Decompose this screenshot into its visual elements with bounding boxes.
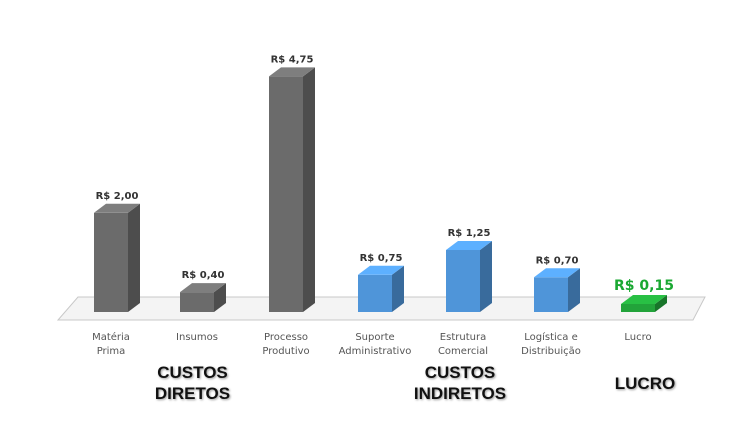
bar-front [94,212,128,312]
category-label-0: Matéria Prima [92,331,130,357]
bar-top [534,268,580,278]
bar-front [180,292,214,312]
category-label-6: Lucro [624,332,651,343]
group-label-custos-indiretos: CUSTOS INDIRETOS [395,362,525,404]
data-label-3: R$ 0,75 [360,253,403,264]
category-label-2: Processo Produtivo [262,332,309,357]
category-label-5: Logística e Distribuição [521,331,581,357]
group-label-lucro: LUCRO [600,373,690,394]
bar-0 [94,203,140,312]
group-label-line: CUSTOS [157,363,228,382]
bar-3 [358,265,404,312]
data-label-5: R$ 0,70 [536,255,579,266]
data-label-4: R$ 1,25 [448,228,491,239]
bar-front [534,277,568,312]
data-label-2: R$ 4,75 [271,54,314,65]
category-label-3: Suporte Administrativo [339,332,412,357]
group-label-line: LUCRO [614,374,676,393]
bar-side [128,203,140,312]
bar-4 [446,241,492,312]
bar-5 [534,268,580,312]
group-label-line: CUSTOS [424,363,496,382]
group-label-line: INDIRETOS [413,384,507,403]
bar-top [446,241,492,250]
bar-side [214,283,226,312]
group-label-custos-diretos: CUSTOS DIRETOS [135,362,250,404]
bar-side [655,295,667,312]
data-label-0: R$ 2,00 [96,191,139,202]
bar-front [446,250,480,312]
bar-top [269,67,315,77]
bar-top [621,295,667,304]
data-label-6: R$ 0,15 [614,278,674,294]
bar-top [94,203,140,213]
bar-front [621,304,655,312]
bar-side [480,241,492,312]
bar-top [180,283,226,293]
data-label-1: R$ 0,40 [182,270,225,281]
bar-side [568,268,580,312]
bar-top [358,265,404,275]
bar-2 [269,67,315,313]
bar-6 [621,295,667,312]
bar-1 [180,283,226,312]
bar-side [303,67,315,313]
bar-front [269,76,303,313]
category-label-1: Insumos [176,332,218,343]
group-label-line: DIRETOS [154,384,231,403]
category-label-4: Estrutura Comercial [438,332,488,357]
bar-front [358,274,392,312]
bar-side [392,265,404,312]
